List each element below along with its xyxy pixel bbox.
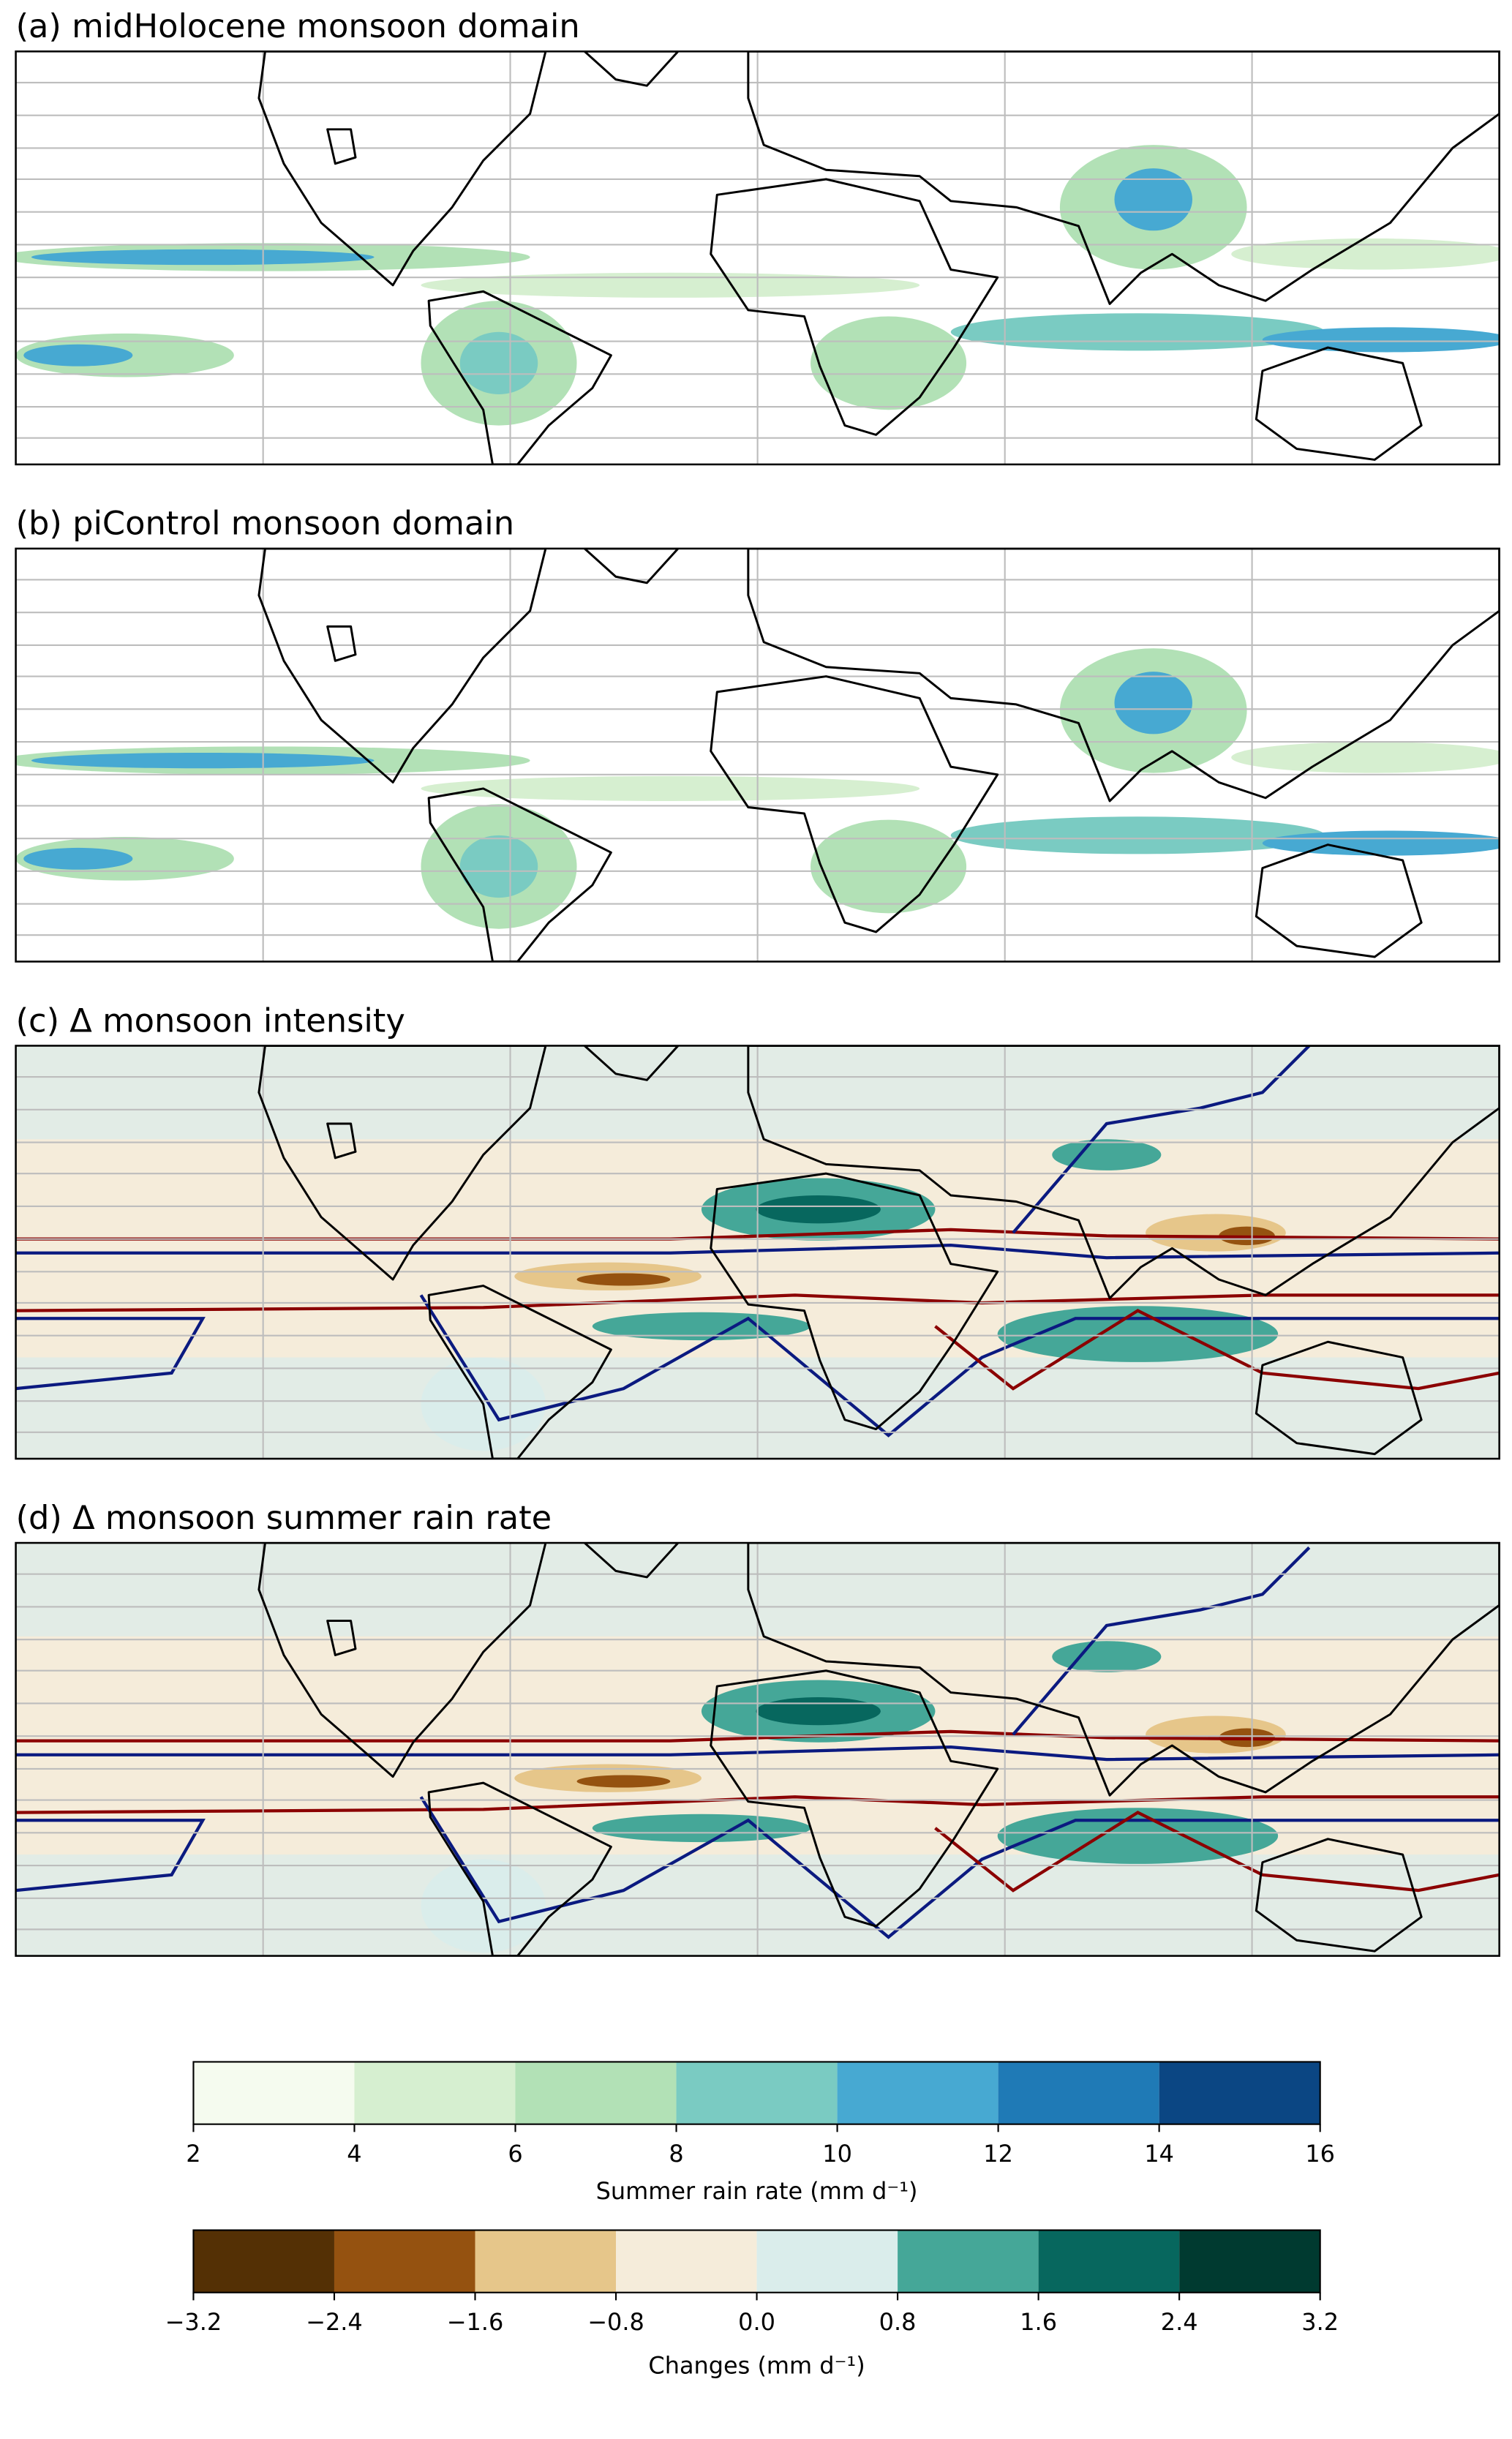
colorbar-tick-label: 3.2	[1301, 2308, 1339, 2336]
colorbar-tick-label: 2.4	[1161, 2308, 1198, 2336]
panel-title: (a) midHolocene monsoon domain	[16, 7, 580, 45]
colorbar-label: Changes (mm d⁻¹)	[648, 2352, 865, 2380]
panel-title: (d) Δ monsoon summer rain rate	[16, 1498, 552, 1537]
colorbar-tick-label: 14	[1144, 2140, 1174, 2168]
colorbar-segment	[756, 2230, 898, 2293]
colorbar-tick-label: −3.2	[165, 2308, 222, 2336]
colorbar-segment	[998, 2062, 1159, 2124]
colorbar-tick-label: 2	[186, 2140, 200, 2168]
colorbar-tick-label: −0.8	[587, 2308, 644, 2336]
colorbar-segment	[1038, 2230, 1180, 2293]
colorbar-segment	[898, 2230, 1039, 2293]
colorbar-segment	[1179, 2230, 1320, 2293]
colorbar-tick-label: 4	[347, 2140, 361, 2168]
colorbar-segment	[1159, 2062, 1320, 2124]
panel-title: (b) piControl monsoon domain	[16, 504, 514, 543]
colorbar-segment	[616, 2230, 757, 2293]
colorbar-segment	[475, 2230, 617, 2293]
map-panel	[15, 50, 1500, 466]
colorbar-segment	[837, 2062, 998, 2124]
colorbar-segment	[334, 2230, 475, 2293]
colorbar-tick-label: −1.6	[447, 2308, 504, 2336]
colorbar-segment	[193, 2230, 334, 2293]
colorbar-tick-label: 16	[1305, 2140, 1335, 2168]
colorbar-segment	[193, 2062, 355, 2124]
colorbar-tick-label: 12	[983, 2140, 1013, 2168]
colorbar-segment	[515, 2062, 677, 2124]
colorbar-frame	[192, 2061, 1321, 2125]
colorbar-tick-label: 10	[822, 2140, 852, 2168]
colorbar-tick-label: 8	[669, 2140, 683, 2168]
map-panel	[15, 1541, 1500, 1957]
panel-title: (c) Δ monsoon intensity	[16, 1001, 405, 1040]
colorbar-tick-label: 0.8	[879, 2308, 917, 2336]
colorbar-segment	[676, 2062, 838, 2124]
map-panel	[15, 547, 1500, 963]
colorbar-tick-label: −2.4	[306, 2308, 363, 2336]
colorbar-label: Summer rain rate (mm d⁻¹)	[596, 2177, 918, 2205]
colorbar-tick-label: 0.0	[738, 2308, 775, 2336]
colorbar-segment	[354, 2062, 516, 2124]
map-panel	[15, 1045, 1500, 1460]
colorbar-tick-label: 6	[508, 2140, 522, 2168]
colorbar-tick-label: 1.6	[1020, 2308, 1057, 2336]
